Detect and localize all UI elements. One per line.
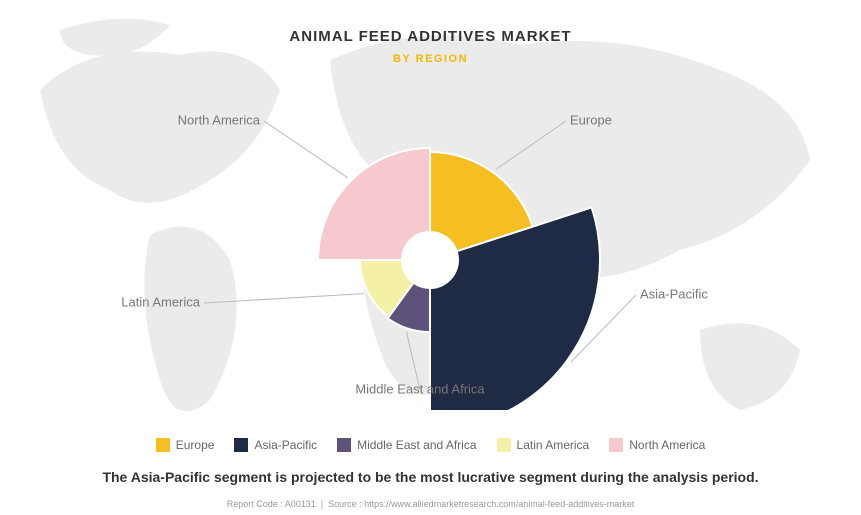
legend-label: Latin America [517,438,590,452]
slice-label: Middle East and Africa [355,381,485,396]
chart-area: Europe Asia-Pacific Middle East and Africa… [0,80,861,410]
caption-text: The Asia-Pacific segment is projected to… [0,469,861,485]
slice-label: Latin America [121,294,201,309]
legend-swatch [497,438,511,452]
legend-label: Middle East and Africa [357,438,476,452]
chart-subtitle: BY REGION [0,53,861,65]
slice-label: Europe [570,112,612,127]
legend-label: Asia-Pacific [254,438,317,452]
slice-label: North America [178,112,261,127]
polar-area-chart: Europe Asia-Pacific Middle East and Africa… [0,80,861,410]
legend-label: North America [629,438,705,452]
legend-item: Middle East and Africa [337,438,476,452]
legend: Europe Asia-Pacific Middle East and Africa… [0,438,861,457]
legend-swatch [156,438,170,452]
legend-item: Europe [156,438,215,452]
leader-line [264,121,348,178]
legend-label: Europe [176,438,215,452]
slice-label: Asia-Pacific [640,286,708,301]
legend-swatch [234,438,248,452]
report-code: Report Code : A00131 [227,499,316,509]
leader-line [204,294,364,303]
chart-title: ANIMAL FEED ADDITIVES MARKET [0,0,861,45]
legend-item: North America [609,438,705,452]
legend-item: Asia-Pacific [234,438,317,452]
legend-swatch [609,438,623,452]
donut-hole [402,232,458,288]
source-text: Source : https://www.alliedmarketresearc… [328,499,634,509]
legend-swatch [337,438,351,452]
leader-line [496,121,566,169]
footer: Report Code : A00131 | Source : https://… [0,499,861,509]
legend-item: Latin America [497,438,590,452]
root: ANIMAL FEED ADDITIVES MARKET BY REGION E… [0,0,861,515]
